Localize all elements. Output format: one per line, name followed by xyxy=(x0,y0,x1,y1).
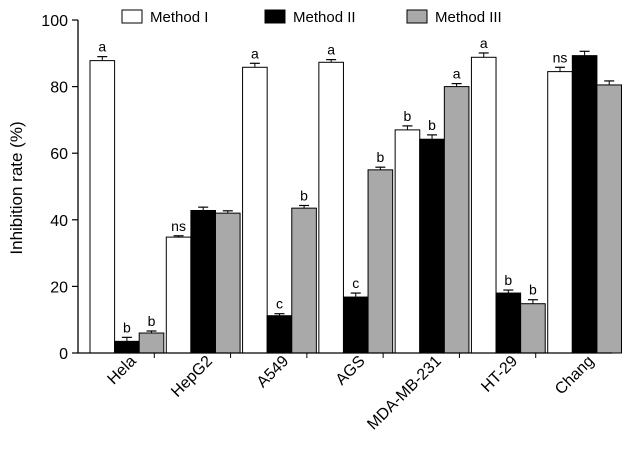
significance-label: b xyxy=(123,319,131,335)
significance-label: b xyxy=(148,313,156,329)
significance-label: ns xyxy=(171,218,186,234)
bar-method-i-a549 xyxy=(242,66,268,354)
y-tick-label: 20 xyxy=(50,279,68,296)
significance-label: c xyxy=(276,296,283,312)
y-tick-label: 0 xyxy=(59,346,68,363)
x-tick-label: A549 xyxy=(254,353,293,392)
bar-method-ii-ht-29 xyxy=(495,292,522,354)
legend: Method I Method II Method III xyxy=(121,9,502,26)
bar-method-iii-ht-29 xyxy=(520,303,546,354)
significance-label: a xyxy=(327,42,335,58)
significance-label: b xyxy=(300,187,308,203)
y-tick-label: 40 xyxy=(50,213,68,230)
x-tick-label: MDA-MB-231 xyxy=(364,353,445,434)
significance-label: b xyxy=(529,282,537,298)
legend-label-method-ii: Method II xyxy=(293,9,356,26)
bar-method-i-ht-29 xyxy=(470,56,497,354)
bar-method-ii-mda-mb-231 xyxy=(419,138,445,354)
significance-label: a xyxy=(453,66,461,82)
bar-method-iii-ags xyxy=(367,169,394,354)
x-tick-label: Chang xyxy=(552,353,597,398)
bar-method-iii-mda-mb-231 xyxy=(443,86,470,354)
legend-swatch-method-iii xyxy=(406,9,428,24)
legend-label-method-iii: Method III xyxy=(435,9,502,26)
bar-method-ii-hela xyxy=(114,340,140,354)
bar-method-ii-ags xyxy=(342,296,369,354)
bar-method-i-ags xyxy=(318,61,344,354)
bar-method-i-hepg2 xyxy=(165,236,192,354)
y-axis-label: Inhibition rate (%) xyxy=(7,121,26,254)
significance-label: b xyxy=(504,272,512,288)
significance-label: ns xyxy=(553,49,568,65)
bar-method-iii-a549 xyxy=(291,207,317,354)
legend-swatch-method-ii xyxy=(264,9,286,24)
x-tick-label: HT-29 xyxy=(478,353,521,396)
bar-method-i-mda-mb-231 xyxy=(394,129,421,354)
x-tick-label: Hela xyxy=(104,353,139,388)
bar-method-iii-hepg2 xyxy=(214,212,241,354)
bar-method-ii-hepg2 xyxy=(190,209,216,354)
legend-swatch-method-i xyxy=(121,9,143,24)
bar-method-i-hela xyxy=(89,60,116,354)
bar-method-iii-hela xyxy=(138,332,165,354)
bar-method-ii-chang xyxy=(571,55,598,354)
significance-label: a xyxy=(98,39,106,55)
significance-label: a xyxy=(480,35,488,51)
significance-label: b xyxy=(428,117,436,133)
bar-method-iii-chang xyxy=(596,84,623,354)
y-tick-label: 80 xyxy=(50,80,68,97)
y-tick-label: 100 xyxy=(41,13,68,30)
significance-label: b xyxy=(376,149,384,165)
x-tick-label: HepG2 xyxy=(168,353,216,401)
bar-method-i-chang xyxy=(547,71,573,354)
legend-label-method-i: Method I xyxy=(150,9,208,26)
significance-label: a xyxy=(251,45,259,61)
y-tick-label: 60 xyxy=(50,146,68,163)
significance-label: c xyxy=(352,275,359,291)
bar-method-ii-a549 xyxy=(266,315,293,354)
significance-label: b xyxy=(404,108,412,124)
x-tick-label: AGS xyxy=(333,353,369,389)
